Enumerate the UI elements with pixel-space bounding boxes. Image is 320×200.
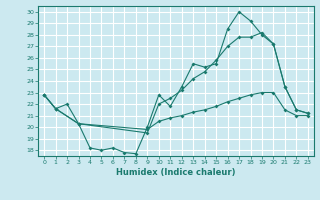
X-axis label: Humidex (Indice chaleur): Humidex (Indice chaleur) [116,168,236,177]
